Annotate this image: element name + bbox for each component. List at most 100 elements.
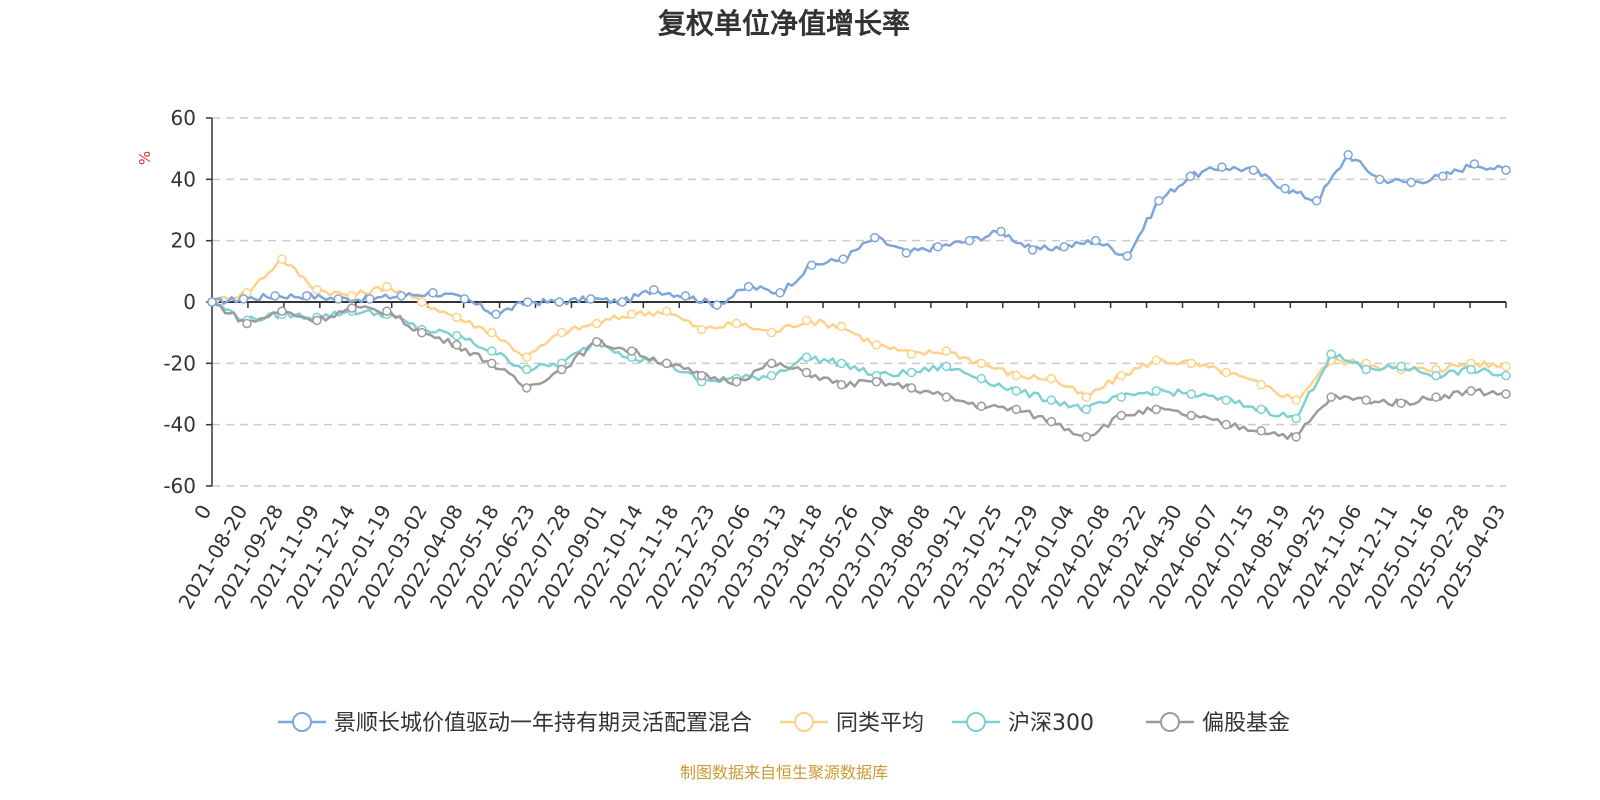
legend-marker xyxy=(1160,712,1180,732)
grid xyxy=(212,117,1506,487)
series-4-point xyxy=(1291,432,1301,442)
legend-marker xyxy=(292,712,312,732)
series-1-point xyxy=(838,254,848,264)
series-1-point xyxy=(207,297,217,307)
series-4-point xyxy=(906,383,917,393)
series-2-point xyxy=(1081,392,1092,402)
series-2-point xyxy=(522,352,532,362)
series-1-point xyxy=(806,260,817,270)
legend-marker xyxy=(966,712,986,732)
series-1-point xyxy=(1438,171,1448,182)
series-1-point xyxy=(870,232,880,243)
series-1-point xyxy=(964,235,975,246)
series-4-point xyxy=(242,318,252,329)
series-3-point xyxy=(1396,361,1406,372)
y-axis: 60 40 20 0 -20 -40 -60 xyxy=(163,106,213,498)
series-3-point xyxy=(1011,386,1022,396)
legend-label: 偏股基金 xyxy=(1202,711,1290,736)
series-2-point xyxy=(277,254,287,264)
series-1-point xyxy=(1027,245,1038,255)
series-4-point xyxy=(1011,404,1022,415)
series-4-point xyxy=(1221,419,1231,430)
series-3-point xyxy=(1221,395,1231,405)
series-4-point xyxy=(731,376,742,387)
series-1-point xyxy=(1122,251,1133,261)
y-tick-label: -40 xyxy=(163,413,196,437)
series-1-point xyxy=(680,291,691,301)
series-4-point xyxy=(591,337,602,347)
series-4-point xyxy=(696,370,707,381)
series-2-point xyxy=(1011,370,1022,381)
series-1-point xyxy=(996,226,1006,237)
series-1-point xyxy=(617,297,628,307)
series-3-point xyxy=(801,352,812,362)
series-2-point xyxy=(1221,367,1231,378)
series-2-point xyxy=(347,291,357,301)
series-1-point xyxy=(522,297,533,307)
series-2-point xyxy=(626,309,637,320)
series-3-point xyxy=(976,373,987,384)
series-3-point xyxy=(1116,392,1127,402)
series-4-point xyxy=(1046,416,1057,427)
legend-label: 景顺长城价值驱动一年持有期灵活配置混合 xyxy=(334,711,752,736)
series-3-point xyxy=(1046,395,1057,405)
series-1-point xyxy=(775,288,785,298)
series-2-point xyxy=(941,346,952,356)
series-1-point xyxy=(585,294,596,304)
series-2-point xyxy=(487,327,497,338)
y-tick-label: 0 xyxy=(183,290,196,314)
series-4-point xyxy=(312,315,322,326)
y-tick-label: 60 xyxy=(171,106,196,130)
y-tick-label: -60 xyxy=(163,474,196,498)
legend-marker xyxy=(794,712,814,732)
series-3-point xyxy=(522,364,532,375)
series-4-point xyxy=(277,306,287,316)
series-1-point xyxy=(1469,159,1480,169)
series-1-point xyxy=(712,300,722,310)
series-2-point xyxy=(1291,395,1301,405)
series-4-point xyxy=(1081,432,1092,442)
series-1-point xyxy=(1154,196,1164,206)
series-1-point xyxy=(1059,242,1069,252)
series-3-point xyxy=(941,361,952,372)
series-1-point xyxy=(1311,196,1322,206)
series-group xyxy=(207,150,1511,442)
series-4-point xyxy=(1466,386,1476,396)
series-3-point xyxy=(1291,413,1301,424)
series-4-point xyxy=(1501,389,1511,399)
series-4-point xyxy=(661,358,672,369)
series-2-point xyxy=(1186,358,1196,369)
y-tick-label: 20 xyxy=(171,229,196,253)
series-1-point xyxy=(1501,165,1511,175)
series-2-point xyxy=(801,315,812,326)
legend-item-2[interactable]: 同类平均 xyxy=(780,711,924,736)
series-4-point xyxy=(1396,398,1406,408)
series-2-point xyxy=(417,297,427,307)
series-3-point xyxy=(1256,404,1266,415)
series-3-point xyxy=(452,330,462,341)
series-4-point xyxy=(522,383,532,393)
legend-item-1[interactable]: 景顺长城价值驱动一年持有期灵活配置混合 xyxy=(278,711,752,736)
series-1-point xyxy=(1185,171,1196,182)
legend[interactable]: 景顺长城价值驱动一年持有期灵活配置混合 同类平均 沪深300 偏股基金 xyxy=(278,711,1290,736)
series-3-point xyxy=(1081,404,1092,415)
series-1-point xyxy=(743,281,754,292)
series-1-point xyxy=(301,291,312,301)
legend-item-4[interactable]: 偏股基金 xyxy=(1146,711,1290,736)
series-1-point xyxy=(649,284,659,295)
series-2-point xyxy=(696,324,707,335)
series-4-point xyxy=(556,364,567,375)
chart-title: 复权单位净值增长率 xyxy=(658,7,910,40)
series-4-point xyxy=(1151,404,1162,415)
series-4-point xyxy=(1186,410,1196,421)
series-3-point xyxy=(1431,370,1441,381)
series-1-point xyxy=(933,242,943,252)
series-3-point xyxy=(1466,364,1476,375)
series-1-point xyxy=(459,294,470,304)
series-2-point xyxy=(452,312,462,323)
series-4-point xyxy=(417,327,427,338)
y-axis-unit: % xyxy=(136,151,154,165)
legend-item-3[interactable]: 沪深300 xyxy=(952,711,1094,736)
series-3-point xyxy=(1151,386,1162,396)
